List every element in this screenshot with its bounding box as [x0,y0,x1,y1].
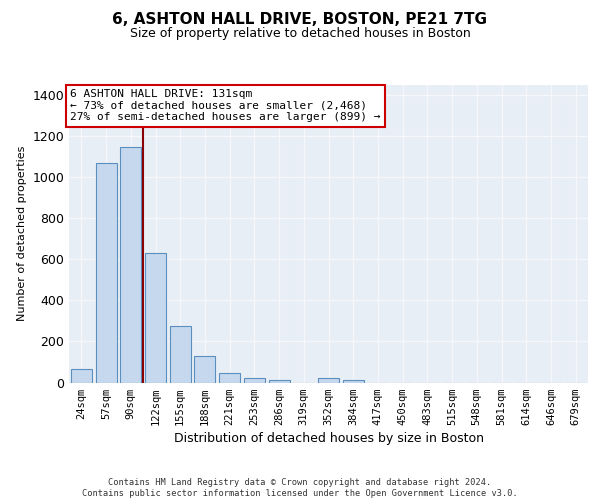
Bar [244,378,265,382]
Text: 6, ASHTON HALL DRIVE, BOSTON, PE21 7TG: 6, ASHTON HALL DRIVE, BOSTON, PE21 7TG [113,12,487,28]
Bar [71,369,92,382]
Bar [343,380,364,382]
Bar [318,378,339,382]
X-axis label: Distribution of detached houses by size in Boston: Distribution of detached houses by size … [173,432,484,445]
Bar [219,374,240,382]
Text: Contains HM Land Registry data © Crown copyright and database right 2024.
Contai: Contains HM Land Registry data © Crown c… [82,478,518,498]
Bar [145,253,166,382]
Text: 6 ASHTON HALL DRIVE: 131sqm
← 73% of detached houses are smaller (2,468)
27% of : 6 ASHTON HALL DRIVE: 131sqm ← 73% of det… [70,89,381,122]
Bar [194,356,215,382]
Bar [269,380,290,382]
Bar [95,163,116,382]
Bar [170,326,191,382]
Y-axis label: Number of detached properties: Number of detached properties [17,146,27,322]
Text: Size of property relative to detached houses in Boston: Size of property relative to detached ho… [130,28,470,40]
Bar [120,146,141,382]
